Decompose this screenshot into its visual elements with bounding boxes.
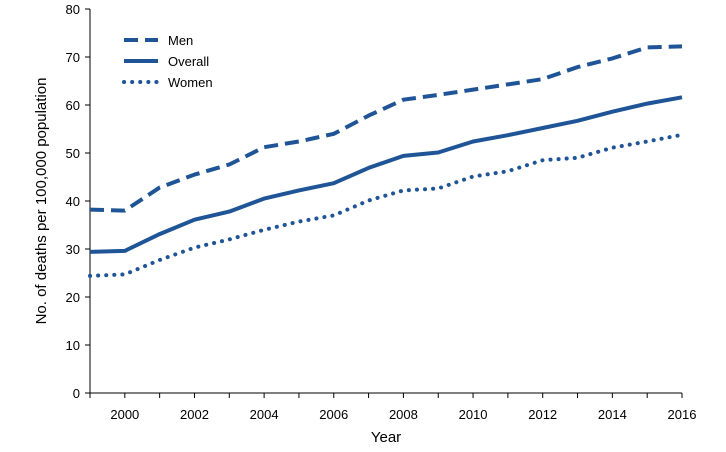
- x-tick-label: 2000: [110, 407, 139, 422]
- x-tick-label: 2010: [459, 407, 488, 422]
- x-tick-label: 2004: [250, 407, 279, 422]
- y-tick-label: 10: [66, 338, 80, 353]
- y-tick-label: 20: [66, 290, 80, 305]
- series-line-men: [89, 44, 683, 213]
- y-tick-label: 70: [66, 50, 80, 65]
- legend-label-overall: Overall: [168, 54, 209, 69]
- y-tick-label: 0: [73, 386, 80, 401]
- x-tick-label: 2016: [668, 407, 697, 422]
- series-line-women: [88, 132, 684, 278]
- x-axis-title: Year: [371, 429, 401, 446]
- x-tick-label: 2012: [528, 407, 557, 422]
- y-tick-label: 50: [66, 146, 80, 161]
- legend-label-women: Women: [168, 75, 213, 90]
- x-tick-label: 2006: [319, 407, 348, 422]
- x-tick-label: 2014: [598, 407, 627, 422]
- x-tick-label: 2002: [180, 407, 209, 422]
- legend-label-men: Men: [168, 33, 193, 48]
- y-tick-label: 80: [66, 2, 80, 17]
- series-group: [88, 44, 684, 278]
- y-axis-title: No. of deaths per 100,000 population: [33, 78, 50, 325]
- series-line-overall: [89, 95, 683, 254]
- y-tick-label: 30: [66, 242, 80, 257]
- x-tick-label: 2008: [389, 407, 418, 422]
- y-tick-label: 40: [66, 194, 80, 209]
- x-axis: 2000 2002 2004 2006 2008 2010 2012 2014 2016: [89, 392, 697, 422]
- legend: Men Overall Women: [122, 33, 213, 90]
- y-axis: 0 10 20 30 40 50 60 70 80: [66, 2, 91, 401]
- y-tick-label: 60: [66, 98, 80, 113]
